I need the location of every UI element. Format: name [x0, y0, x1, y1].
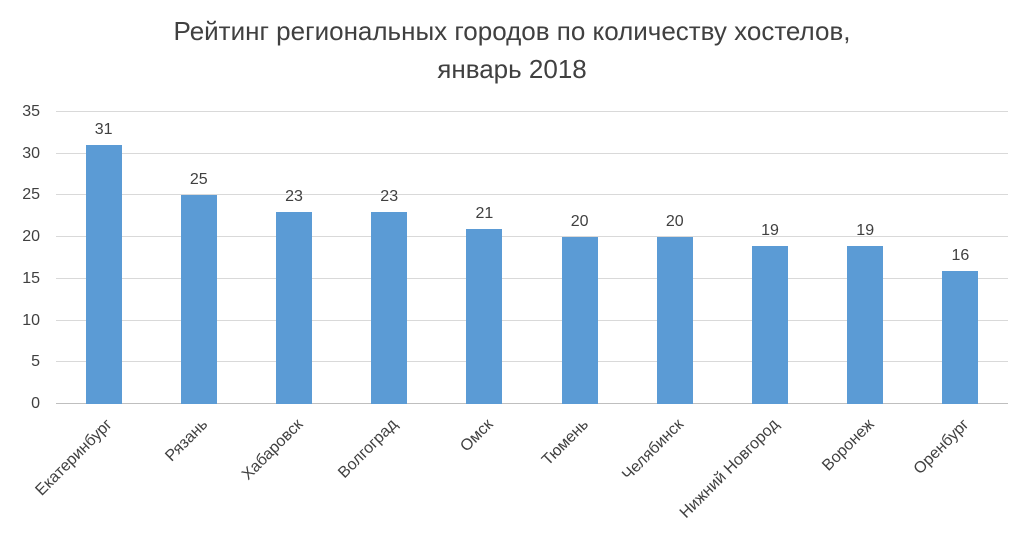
bar — [371, 212, 408, 404]
y-tick-label: 10 — [22, 311, 40, 329]
x-category-label-text: Оренбург — [910, 416, 973, 478]
y-axis: 0 5 10 15 20 25 30 35 — [0, 103, 48, 412]
y-tick-label: 15 — [22, 269, 40, 287]
gridline — [56, 319, 1008, 321]
gridline — [56, 236, 1008, 238]
y-tick-label: 30 — [22, 144, 40, 162]
bar-value-label: 20 — [665, 213, 684, 231]
x-category-label-text: Волгоград — [335, 416, 402, 482]
x-category-label-text: Омск — [457, 416, 497, 456]
bar — [942, 270, 979, 404]
x-axis-labels: Екатеринбург Рязань Хабаровск Волгоград Омск… — [32, 404, 1008, 544]
bar — [180, 195, 217, 404]
x-category-label-text: Екатеринбург — [32, 416, 116, 500]
gridline — [56, 111, 1008, 112]
y-tick-label: 35 — [22, 103, 40, 120]
x-axis-line — [56, 403, 1008, 404]
bar — [276, 212, 312, 404]
x-category-label-text: Челябинск — [618, 416, 687, 484]
gridline — [56, 152, 1008, 154]
x-category-label-text: Хабаровск — [238, 416, 307, 484]
chart-title-line1: Рейтинг региональных городов по количест… — [173, 16, 851, 46]
x-category-label-text: Тюмень — [538, 416, 592, 470]
bar-value-label: 21 — [475, 204, 494, 222]
bar-value-label: 25 — [189, 171, 208, 189]
y-tick-label: 0 — [31, 395, 40, 412]
bar-value-label: 23 — [285, 188, 303, 206]
bar — [466, 228, 503, 404]
y-tick-label: 25 — [22, 186, 40, 204]
chart-title: Рейтинг региональных городов по количест… — [0, 12, 1024, 88]
bar-value-label: 23 — [380, 188, 399, 206]
bar-value-label: 19 — [761, 221, 779, 239]
bar — [656, 237, 693, 404]
x-category-label-text: Нижний Новгород — [676, 416, 783, 522]
y-tick-label: 5 — [31, 353, 40, 371]
bar-value-label: 31 — [94, 121, 113, 139]
gridline — [56, 194, 1008, 196]
y-tick-label: 20 — [22, 228, 40, 246]
bar — [561, 237, 598, 404]
bar — [752, 245, 788, 404]
x-category-label-text: Воронеж — [818, 416, 878, 475]
bar-value-label: 20 — [570, 213, 589, 231]
bar — [85, 145, 122, 404]
gridline — [56, 361, 1008, 363]
bar — [847, 245, 884, 404]
x-category-label-text: Рязань — [161, 416, 211, 465]
chart-title-line2: январь 2018 — [437, 54, 587, 84]
bar-value-label: 19 — [856, 221, 875, 239]
gridline — [56, 277, 1008, 279]
bar-value-label: 16 — [951, 246, 970, 264]
plot-area: 31 25 23 23 21 20 20 19 19 16 — [56, 111, 1008, 404]
